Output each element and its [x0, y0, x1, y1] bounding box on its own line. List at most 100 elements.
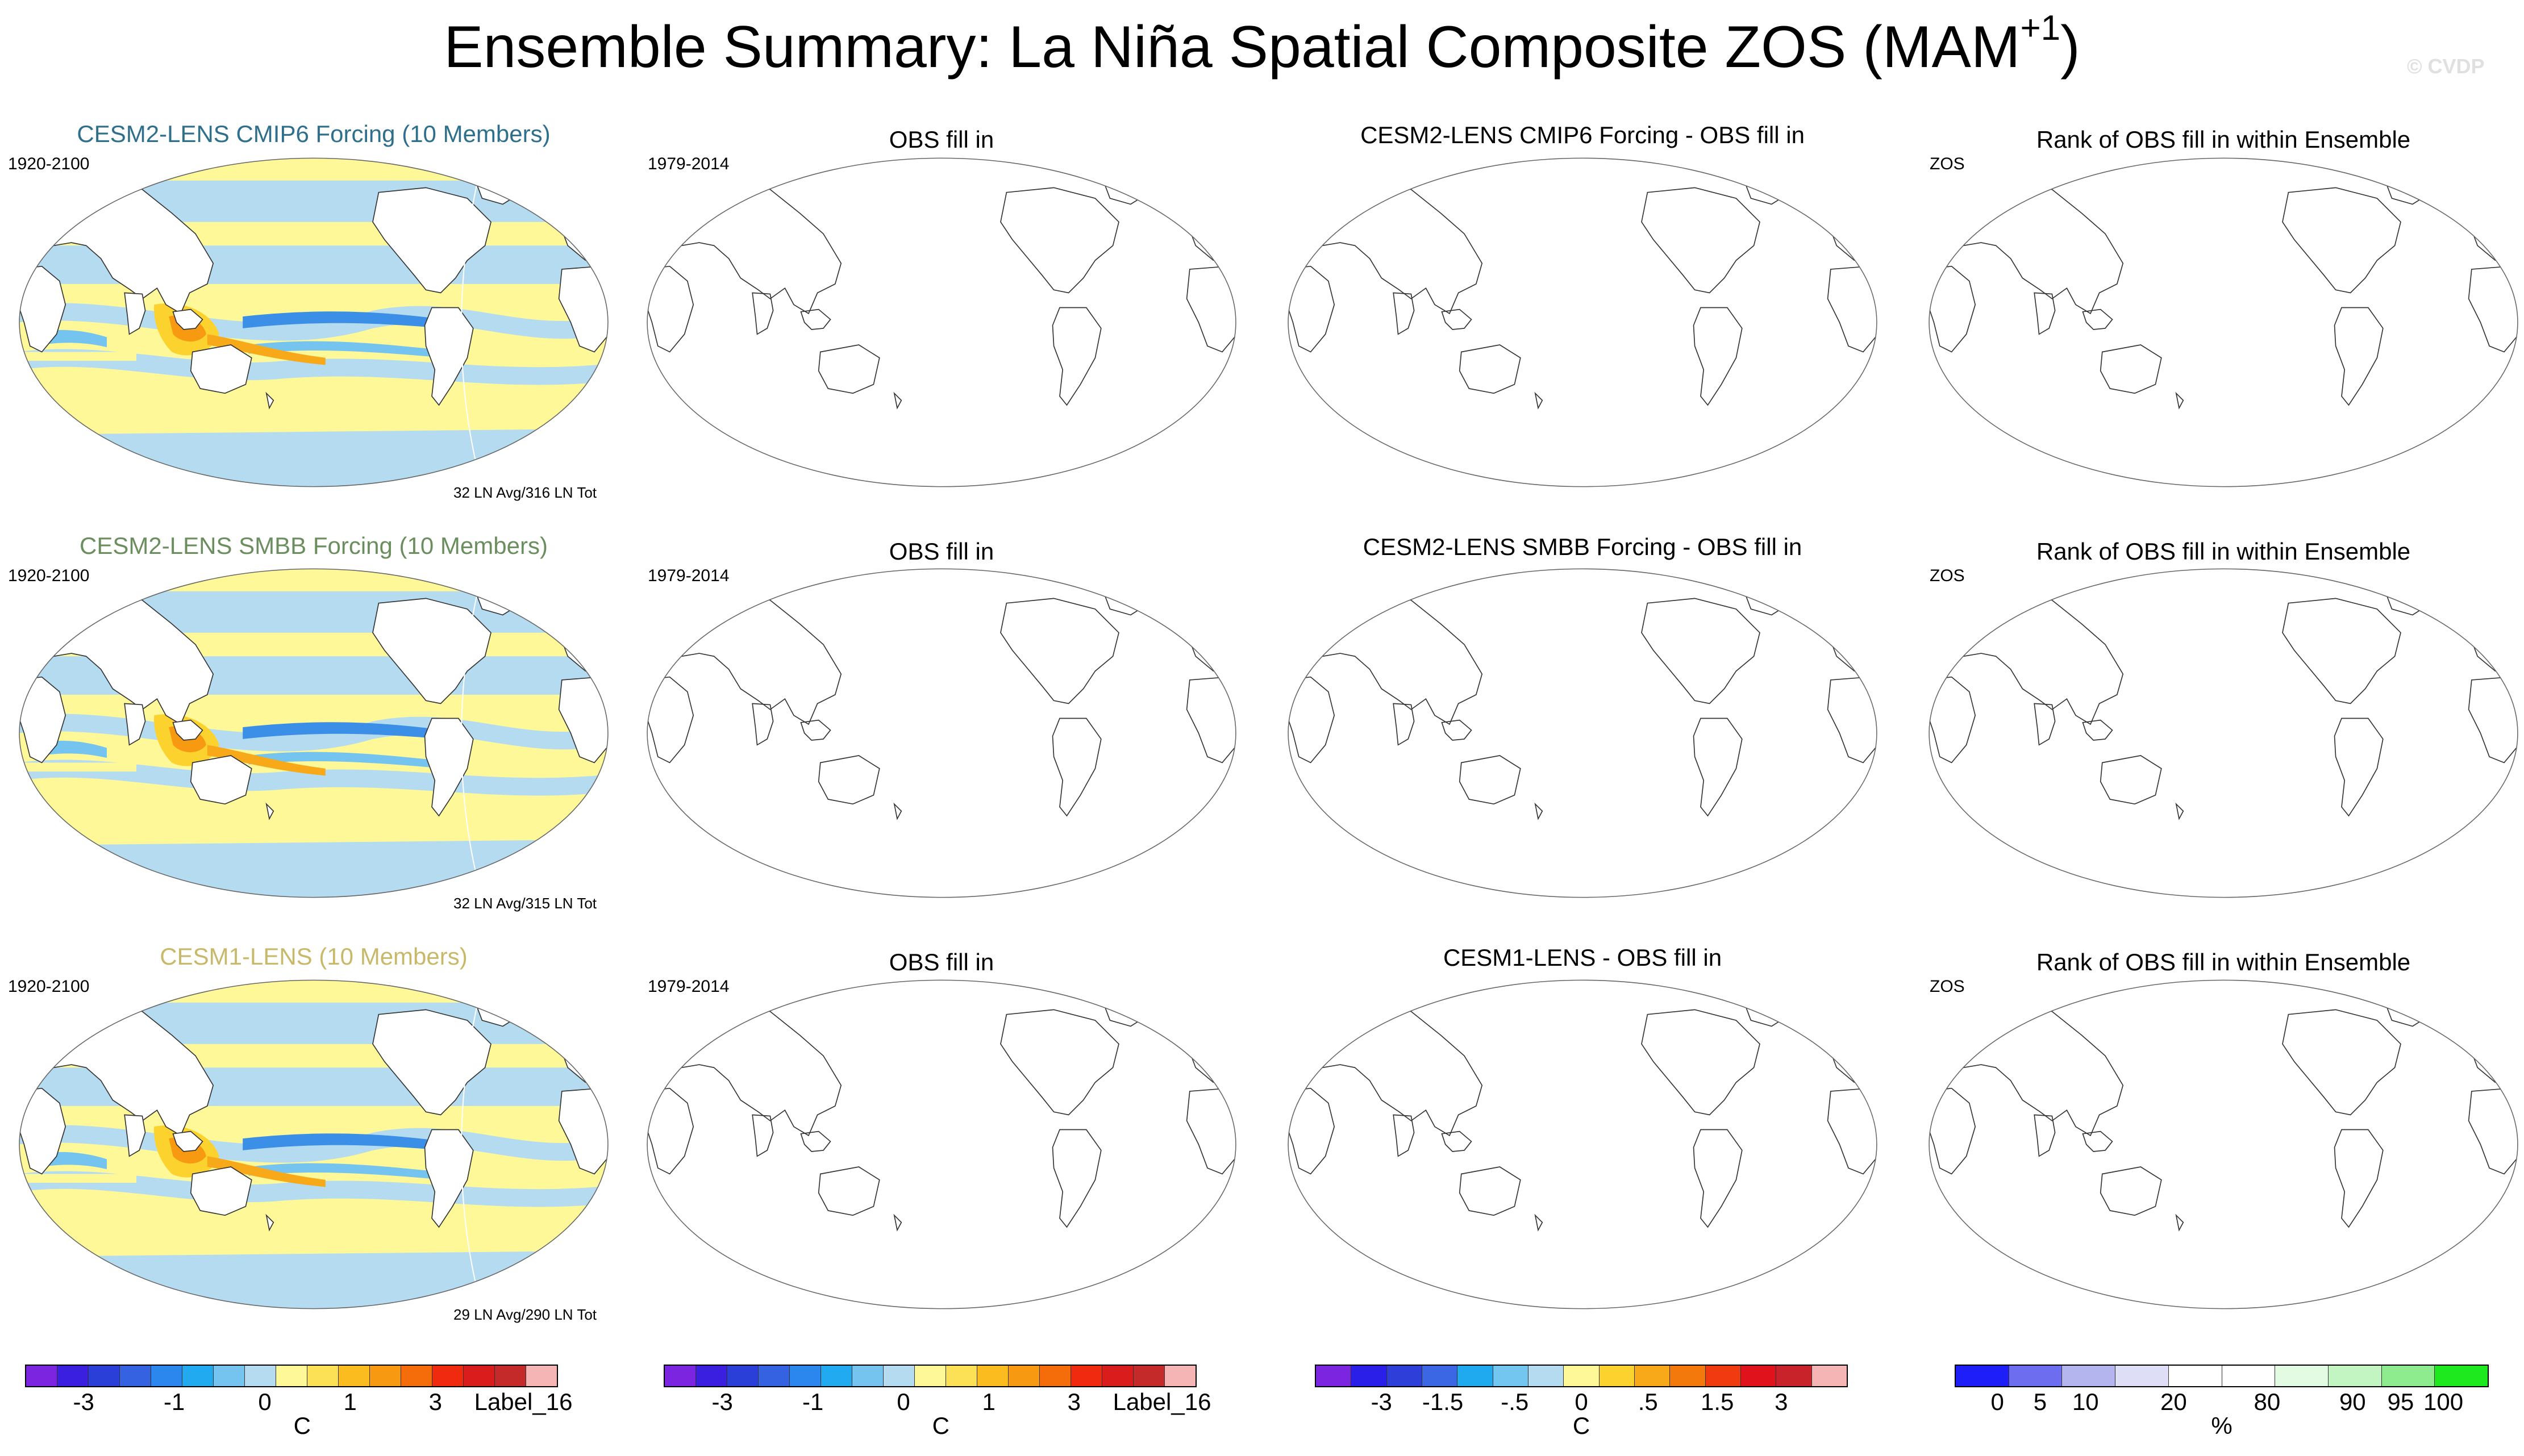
colorbar-swatch [1040, 1366, 1071, 1386]
colorbar-swatch [1102, 1366, 1134, 1386]
model-years-label: 1920-2100 [8, 977, 90, 996]
colorbar-swatch [1670, 1366, 1706, 1386]
colorbar-swatch [1740, 1366, 1777, 1386]
model-years-label: 1920-2100 [8, 566, 90, 585]
diff-colorbar [1315, 1365, 1848, 1387]
colorbar-swatch [1493, 1366, 1528, 1386]
colorbar-swatch [790, 1366, 821, 1386]
colorbar-swatch [1165, 1366, 1196, 1386]
colorbar-swatch [2328, 1366, 2382, 1386]
colorbar-unit-label: C [932, 1412, 949, 1439]
diff-map [1288, 979, 1877, 1309]
colorbar-swatch [339, 1366, 370, 1386]
figure-title: Ensemble Summary: La Niña Spatial Compos… [444, 9, 2080, 81]
colorbar-tick-label: 80 [2254, 1388, 2281, 1415]
colorbar-swatch [526, 1366, 557, 1386]
colorbar-tick-label: Label_16 [474, 1388, 573, 1415]
colorbar-swatch [1634, 1366, 1671, 1386]
colorbar-tick-label: 3 [1067, 1388, 1081, 1415]
colorbar-swatch [2115, 1366, 2169, 1386]
colorbar-swatch [1564, 1366, 1600, 1386]
colorbar-swatch [727, 1366, 759, 1386]
diff-map [1288, 568, 1877, 898]
model-years-label: 1920-2100 [8, 155, 90, 173]
obs-colorbar [664, 1365, 1197, 1387]
colorbar-swatch [245, 1366, 276, 1386]
continent-outlines [1929, 583, 2518, 820]
colorbar-tick-label: -1 [802, 1388, 824, 1415]
obs-years-label: 1979-2014 [648, 566, 730, 585]
colorbar-swatch [2381, 1366, 2435, 1386]
colorbar-swatch [1599, 1366, 1635, 1386]
colorbar-swatch [884, 1366, 915, 1386]
colorbar-swatch [1956, 1366, 2009, 1386]
colorbar-swatch [1071, 1366, 1102, 1386]
model-map [19, 979, 609, 1309]
map-border [1929, 157, 2518, 487]
colorbar-swatch [182, 1366, 214, 1386]
continent-outlines [1288, 173, 1877, 410]
colorbar-swatch [401, 1366, 432, 1386]
event-count-label: 32 LN Avg/316 LN Tot [453, 484, 597, 501]
colorbar-swatch [2062, 1366, 2116, 1386]
rank-map [1929, 568, 2518, 898]
diff-panel-title: CESM2-LENS CMIP6 Forcing - OBS fill in [1360, 122, 1805, 148]
colorbar-unit-label: % [2211, 1412, 2233, 1439]
map-border [19, 157, 609, 487]
obs-map [647, 568, 1236, 898]
obs-panel-title: OBS fill in [889, 126, 994, 153]
rank-panel-title: Rank of OBS fill in within Ensemble [2036, 538, 2411, 565]
colorbar-swatch [89, 1366, 120, 1386]
colorbar-swatch [1528, 1366, 1564, 1386]
cvdp-watermark: © CVDP [2407, 55, 2485, 78]
map-border [1288, 157, 1877, 487]
colorbar-tick-label: 1.5 [1700, 1388, 1734, 1415]
colorbar-swatch [276, 1366, 307, 1386]
colorbar-tick-label: 90 [2339, 1388, 2366, 1415]
rank-variable-label: ZOS [1930, 566, 1965, 585]
continent-outlines [1929, 995, 2518, 1232]
rank-map [1929, 979, 2518, 1309]
colorbar-tick-label: 0 [1990, 1388, 2004, 1415]
colorbar-tick-label: 0 [258, 1388, 272, 1415]
diff-panel-title: CESM1-LENS - OBS fill in [1443, 944, 1722, 971]
model-map [19, 568, 609, 898]
map-border [1288, 568, 1877, 898]
colorbar-tick-label: 0 [897, 1388, 910, 1415]
colorbar-swatch [2222, 1366, 2276, 1386]
colorbar-swatch [1811, 1366, 1847, 1386]
colorbar-tick-label: -1.5 [1422, 1388, 1464, 1415]
colorbar-tick-label: 20 [2160, 1388, 2187, 1415]
colorbar-tick-label: 100 [2423, 1388, 2464, 1415]
colorbar-swatch [2168, 1366, 2222, 1386]
colorbar-swatch [946, 1366, 977, 1386]
colorbar-tick-label: -1 [163, 1388, 185, 1415]
colorbar-swatch [151, 1366, 182, 1386]
continent-outlines [1929, 173, 2518, 410]
rank-variable-label: ZOS [1930, 977, 1965, 996]
colorbar-swatch [1134, 1366, 1165, 1386]
rank-colorbar [1955, 1365, 2489, 1387]
obs-map [647, 979, 1236, 1309]
model-panel-title: CESM2-LENS CMIP6 Forcing (10 Members) [77, 120, 551, 147]
colorbar-tick-label: 95 [2387, 1388, 2414, 1415]
obs-years-label: 1979-2014 [648, 155, 730, 173]
colorbar-swatch [464, 1366, 495, 1386]
colorbar-swatch [2009, 1366, 2063, 1386]
colorbar-unit-label: C [293, 1412, 311, 1439]
rank-variable-label: ZOS [1930, 155, 1965, 173]
obs-panel-title: OBS fill in [889, 949, 994, 975]
obs-years-label: 1979-2014 [648, 977, 730, 996]
colorbar-swatch [2435, 1366, 2488, 1386]
diff-map [1288, 157, 1877, 487]
colorbar-swatch [1351, 1366, 1387, 1386]
model-map [19, 157, 609, 487]
colorbar-swatch [307, 1366, 339, 1386]
continent-outlines [647, 173, 1236, 410]
main-colorbar [25, 1365, 558, 1387]
map-border [647, 979, 1236, 1309]
colorbar-tick-label: 0 [1575, 1388, 1588, 1415]
colorbar-swatch [57, 1366, 89, 1386]
colorbar-tick-label: Label_16 [1113, 1388, 1211, 1415]
colorbar-swatch [370, 1366, 401, 1386]
